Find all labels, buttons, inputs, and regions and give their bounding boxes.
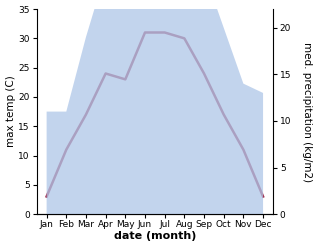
Y-axis label: med. precipitation (kg/m2): med. precipitation (kg/m2) xyxy=(302,41,313,182)
X-axis label: date (month): date (month) xyxy=(114,231,196,242)
Y-axis label: max temp (C): max temp (C) xyxy=(5,76,16,147)
